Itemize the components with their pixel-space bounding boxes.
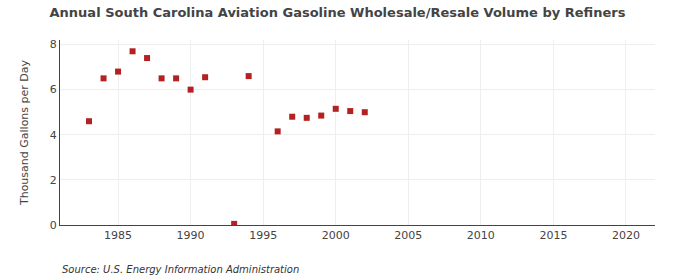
svg-text:2005: 2005 [394, 229, 422, 242]
svg-text:2015: 2015 [539, 229, 567, 242]
svg-text:2020: 2020 [612, 229, 640, 242]
svg-text:Thousand Gallons per Day: Thousand Gallons per Day [18, 59, 31, 206]
svg-text:1985: 1985 [104, 229, 132, 242]
svg-text:2010: 2010 [467, 229, 495, 242]
svg-text:Source: U.S. Energy Informatio: Source: U.S. Energy Information Administ… [62, 264, 299, 275]
svg-text:8: 8 [50, 38, 57, 51]
svg-text:2: 2 [50, 174, 57, 187]
svg-text:1990: 1990 [177, 229, 205, 242]
svg-text:0: 0 [50, 219, 57, 232]
svg-text:4: 4 [50, 129, 57, 142]
svg-text:1995: 1995 [249, 229, 277, 242]
svg-text:Annual South Carolina Aviation: Annual South Carolina Aviation Gasoline … [50, 5, 626, 20]
svg-text:2000: 2000 [322, 229, 350, 242]
svg-text:6: 6 [50, 83, 57, 96]
